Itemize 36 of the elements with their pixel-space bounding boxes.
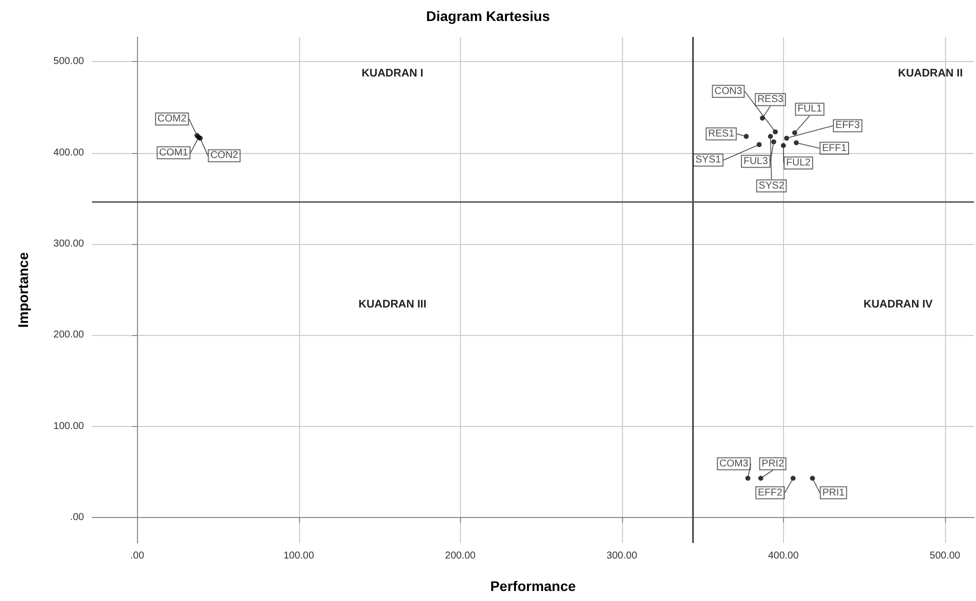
data-label: COM1 (159, 147, 188, 158)
x-tick-label: 100.00 (283, 550, 314, 562)
data-label: EFF1 (822, 142, 847, 154)
data-label: COM3 (719, 458, 749, 470)
annotation: KUADRAN IV (864, 298, 934, 310)
x-tick-label: .00 (130, 550, 145, 562)
data-label: RES1 (708, 128, 735, 140)
annotation: KUADRAN II (898, 67, 963, 80)
y-tick-label: 200.00 (53, 330, 84, 341)
data-label: PRI2 (762, 458, 784, 470)
y-tick-label: .00 (70, 512, 84, 523)
x-tick-label: 400.00 (768, 550, 800, 562)
data-label: EFF2 (758, 487, 783, 498)
x-tick-label: 200.00 (445, 550, 476, 562)
data-label: FUL3 (743, 156, 768, 167)
x-tick-label: 300.00 (606, 550, 638, 562)
annotation: KUADRAN I (362, 67, 424, 80)
data-label: COM2 (158, 113, 187, 124)
x-axis-title: Performance (490, 578, 576, 594)
data-label: SYS1 (695, 154, 722, 166)
data-label: CON3 (714, 86, 743, 97)
y-tick-label: 300.00 (53, 238, 84, 250)
data-label: FUL1 (797, 104, 822, 115)
x-tick-label: 500.00 (930, 550, 961, 562)
data-label: PRI1 (822, 487, 846, 498)
data-label: EFF3 (835, 120, 860, 132)
data-label: CON2 (210, 150, 239, 162)
annotation: KUADRAN III (358, 298, 426, 310)
y-tick-label: 400.00 (53, 147, 84, 158)
data-label: FUL2 (786, 157, 812, 168)
data-label: SYS2 (758, 180, 785, 192)
data-label: RES3 (757, 94, 784, 106)
y-axis-title: Importance (15, 252, 31, 328)
y-tick-label: 100.00 (53, 420, 84, 432)
y-tick-label: 500.00 (53, 56, 84, 68)
chart-title: Diagram Kartesius (426, 8, 550, 24)
